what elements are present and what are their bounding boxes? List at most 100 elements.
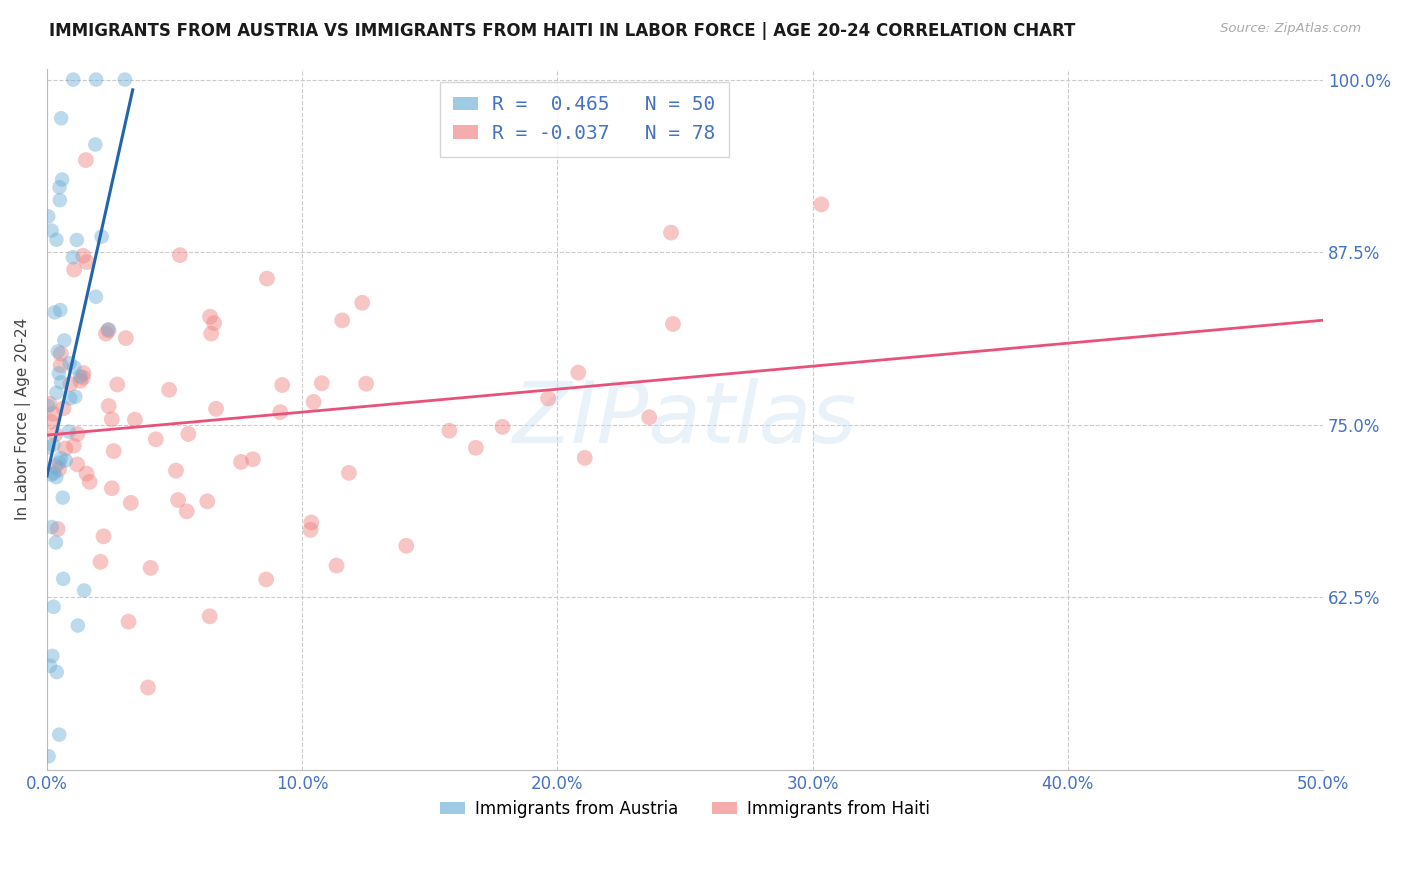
Point — [75, 153, 97, 167]
Point — [101, 481, 124, 495]
Point — [198, 609, 221, 624]
Point — [198, 310, 221, 324]
Point — [157, 383, 180, 397]
Point — [49, 450, 72, 465]
Point — [42, 407, 65, 421]
Point — [48, 456, 70, 470]
Point — [59, 377, 82, 392]
Point — [45, 233, 67, 247]
Point — [176, 504, 198, 518]
Point — [44, 427, 66, 442]
Point — [45, 470, 67, 484]
Point — [167, 493, 190, 508]
Text: Source: ZipAtlas.com: Source: ZipAtlas.com — [1220, 22, 1361, 36]
Point — [491, 420, 513, 434]
Point — [72, 370, 94, 384]
Point — [69, 369, 91, 384]
Point — [537, 392, 560, 406]
Point — [38, 658, 60, 673]
Point — [79, 475, 101, 489]
Point — [177, 426, 200, 441]
Point — [810, 197, 832, 211]
Point — [53, 334, 76, 348]
Point — [165, 464, 187, 478]
Point — [48, 180, 70, 194]
Point — [229, 455, 252, 469]
Point — [89, 555, 111, 569]
Point — [145, 432, 167, 446]
Point — [84, 290, 107, 304]
Point — [72, 249, 94, 263]
Point — [299, 516, 322, 530]
Point — [49, 376, 72, 390]
Point — [93, 529, 115, 543]
Point — [76, 467, 98, 481]
Point — [48, 728, 70, 742]
Point — [49, 347, 72, 361]
Point — [97, 323, 120, 337]
Point — [52, 401, 75, 416]
Point — [638, 410, 661, 425]
Point — [51, 172, 73, 186]
Point — [254, 573, 277, 587]
Point — [42, 438, 65, 452]
Point — [114, 72, 136, 87]
Point — [195, 494, 218, 508]
Point — [120, 496, 142, 510]
Point — [139, 561, 162, 575]
Point — [662, 317, 685, 331]
Point — [66, 427, 89, 442]
Point — [84, 72, 107, 87]
Point — [114, 331, 136, 345]
Point — [38, 397, 60, 411]
Point — [169, 248, 191, 262]
Point — [49, 303, 72, 318]
Text: IMMIGRANTS FROM AUSTRIA VS IMMIGRANTS FROM HAITI IN LABOR FORCE | AGE 20-24 CORR: IMMIGRANTS FROM AUSTRIA VS IMMIGRANTS FR… — [49, 22, 1076, 40]
Point — [45, 385, 67, 400]
Point — [103, 444, 125, 458]
Text: ZIPatlas: ZIPatlas — [513, 377, 858, 461]
Y-axis label: In Labor Force | Age 20-24: In Labor Force | Age 20-24 — [15, 318, 31, 520]
Point — [574, 450, 596, 465]
Point — [55, 453, 77, 467]
Point — [63, 262, 86, 277]
Point — [94, 326, 117, 341]
Point — [58, 356, 80, 370]
Point — [354, 376, 377, 391]
Point — [41, 648, 63, 663]
Point — [62, 250, 84, 264]
Point — [52, 491, 75, 505]
Point — [330, 313, 353, 327]
Point — [42, 467, 65, 481]
Point — [84, 137, 107, 152]
Point — [200, 326, 222, 341]
Point — [97, 399, 120, 413]
Point — [567, 366, 589, 380]
Point — [299, 523, 322, 537]
Point — [302, 395, 325, 409]
Point — [271, 378, 294, 392]
Point — [311, 376, 333, 391]
Point — [66, 233, 89, 247]
Point — [117, 615, 139, 629]
Point — [352, 295, 374, 310]
Point — [205, 401, 228, 416]
Point — [105, 377, 128, 392]
Point — [58, 425, 80, 439]
Point — [62, 72, 84, 87]
Point — [45, 665, 67, 679]
Point — [46, 522, 69, 536]
Point — [49, 193, 72, 207]
Point — [49, 359, 72, 373]
Point — [65, 390, 87, 404]
Point — [659, 226, 682, 240]
Point — [51, 112, 73, 126]
Point — [62, 439, 84, 453]
Point — [439, 424, 461, 438]
Point — [73, 583, 96, 598]
Point — [46, 344, 69, 359]
Point — [242, 452, 264, 467]
Point — [97, 322, 120, 336]
Point — [41, 520, 63, 534]
Point — [72, 366, 94, 380]
